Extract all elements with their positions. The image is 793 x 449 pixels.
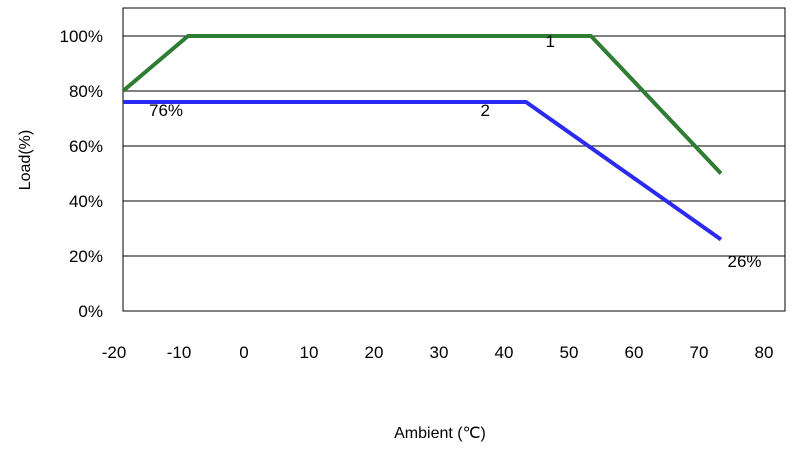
plot-area [122,7,786,312]
x-tick-label: 50 [560,343,579,362]
x-tick-label: -10 [167,343,192,362]
x-tick-label: 0 [239,343,248,362]
x-tick-label: -20 [102,343,127,362]
series-lines [121,34,723,242]
y-tick-label: 40% [69,192,103,211]
series-line-2 [123,100,723,242]
y-tick-label: 60% [69,137,103,156]
annotation-label: 76% [149,101,183,120]
x-axis-title: Ambient (℃) [394,425,486,442]
annotation-label: 26% [728,252,762,271]
x-tick-label: 10 [300,343,319,362]
annotation-label: 2 [481,101,490,120]
annotation-label: 1 [546,32,555,51]
y-axis-title: Load(%) [17,130,34,190]
y-tick-label: 20% [69,247,103,266]
x-tick-label: 70 [690,343,709,362]
y-tick-labels: 0% 20% 40% 60% 80% 100% [60,27,103,321]
y-tick-label: 80% [69,82,103,101]
y-tick-label: 0% [78,302,103,321]
x-tick-labels: -20 -10 0 10 20 30 40 50 60 70 80 [102,343,774,362]
y-tick-label: 100% [60,27,103,46]
x-tick-label: 80 [755,343,774,362]
x-tick-label: 60 [625,343,644,362]
annotations: 1 2 76% 26% [149,32,762,271]
series-line-1 [121,34,723,175]
x-tick-label: 30 [430,343,449,362]
x-tick-label: 20 [365,343,384,362]
x-tick-label: 40 [495,343,514,362]
